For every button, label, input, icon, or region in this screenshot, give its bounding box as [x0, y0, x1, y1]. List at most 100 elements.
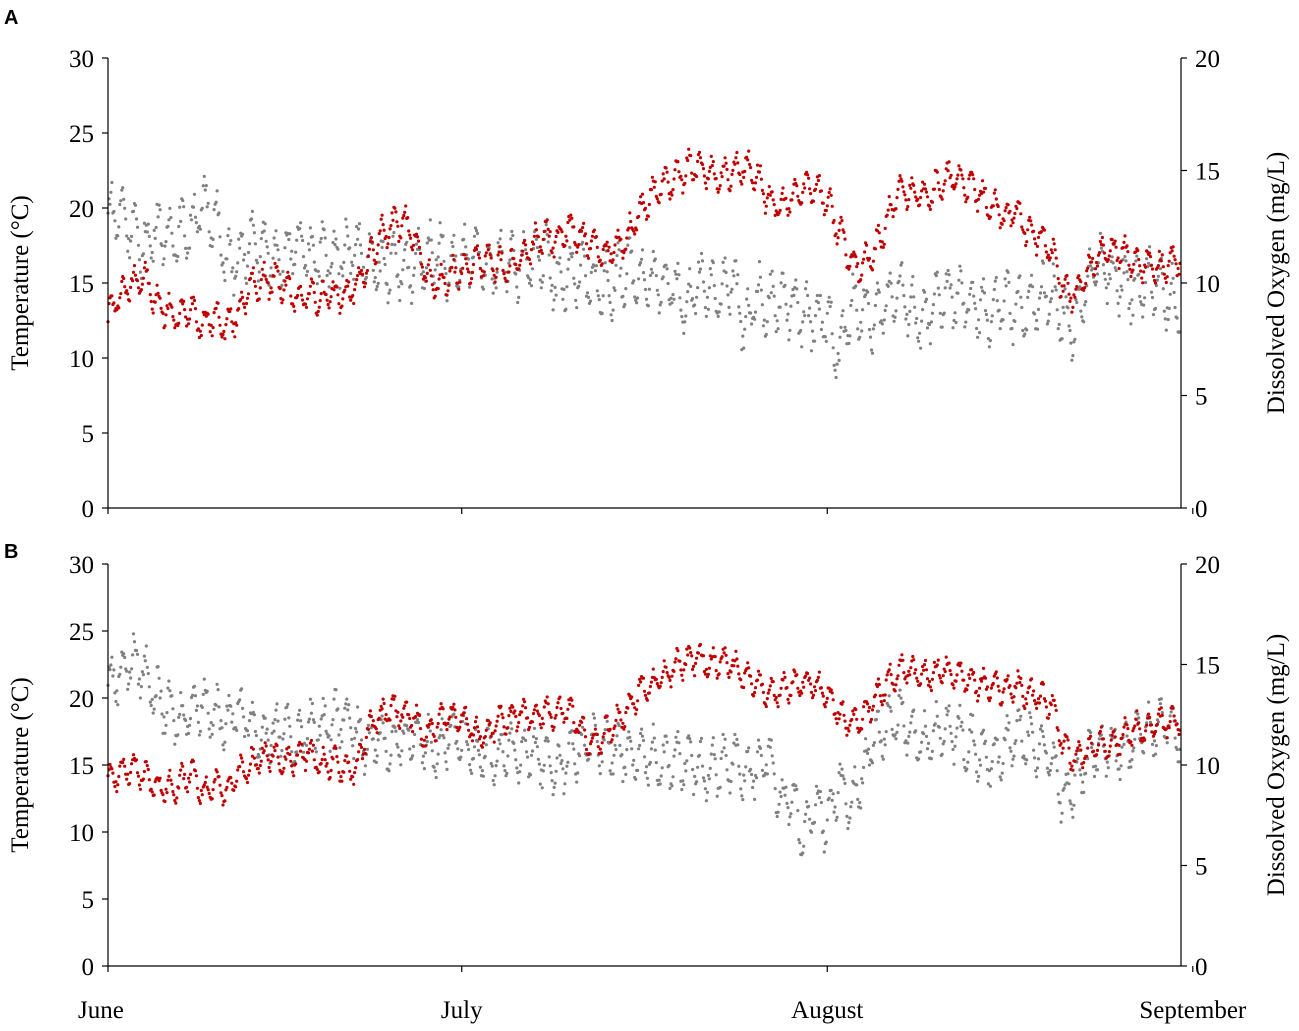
dissolved-oxygen-point: [540, 786, 544, 790]
dissolved-oxygen-point: [305, 269, 310, 273]
dissolved-oxygen-point: [1106, 282, 1110, 286]
dissolved-oxygen-point: [445, 299, 449, 303]
temperature-point: [913, 671, 917, 675]
dissolved-oxygen-point: [998, 775, 1002, 779]
dissolved-oxygen-point: [696, 286, 700, 290]
temperature-point: [146, 767, 150, 772]
dissolved-oxygen-point: [1019, 295, 1023, 299]
dissolved-oxygen-point: [398, 298, 402, 303]
dissolved-oxygen-point: [529, 753, 534, 757]
temperature-point: [414, 703, 419, 707]
right-tick-label: 10: [1195, 271, 1220, 298]
temperature-point: [260, 267, 264, 271]
dissolved-oxygen-point: [1128, 301, 1132, 306]
dissolved-oxygen-point: [191, 205, 196, 209]
temperature-point: [669, 685, 673, 689]
temperature-point: [865, 243, 869, 247]
dissolved-oxygen-point: [1016, 289, 1020, 294]
temperature-point: [552, 725, 556, 729]
dissolved-oxygen-point: [450, 240, 454, 244]
temperature-point: [181, 764, 185, 768]
dissolved-oxygen-point: [219, 253, 223, 257]
temperature-point: [283, 755, 287, 759]
temperature-point: [909, 186, 913, 190]
dissolved-oxygen-point: [1066, 772, 1070, 776]
dissolved-oxygen-point: [578, 754, 582, 758]
dissolved-oxygen-point: [1007, 280, 1011, 284]
temperature-point: [531, 711, 536, 716]
dissolved-oxygen-point: [1025, 758, 1029, 762]
temperature-point: [1121, 733, 1125, 737]
dissolved-oxygen-point: [494, 764, 498, 768]
temperature-point: [375, 731, 379, 735]
temperature-point: [522, 241, 526, 245]
dissolved-oxygen-point: [195, 704, 199, 708]
temperature-point: [403, 210, 407, 214]
dissolved-oxygen-point: [285, 705, 289, 709]
dissolved-oxygen-point: [266, 251, 270, 255]
dissolved-oxygen-point: [936, 286, 940, 290]
temperature-point: [1129, 740, 1133, 744]
dissolved-oxygen-point: [1144, 280, 1148, 285]
dissolved-oxygen-point: [460, 748, 464, 753]
temperature-point: [312, 290, 316, 295]
temperature-point: [203, 780, 207, 785]
temperature-point: [548, 712, 552, 717]
temperature-point: [248, 762, 253, 766]
dissolved-oxygen-point: [252, 231, 256, 235]
dissolved-oxygen-point: [170, 694, 174, 698]
temperature-point: [305, 297, 310, 301]
temperature-point: [307, 292, 311, 296]
dissolved-oxygen-point: [1127, 306, 1131, 311]
dissolved-oxygen-point: [387, 769, 391, 773]
dissolved-oxygen-point: [207, 230, 211, 234]
dissolved-oxygen-point: [572, 747, 576, 751]
dissolved-oxygen-point: [220, 726, 224, 730]
temperature-point: [550, 251, 554, 255]
dissolved-oxygen-point: [1145, 257, 1149, 261]
temperature-point: [1159, 706, 1163, 710]
dissolved-oxygen-point: [718, 785, 722, 789]
dissolved-oxygen-point: [358, 717, 363, 722]
dissolved-oxygen-point: [462, 237, 466, 241]
dissolved-oxygen-point: [528, 278, 533, 282]
dissolved-oxygen-point: [148, 244, 152, 248]
temperature-point: [177, 786, 181, 790]
dissolved-oxygen-point: [535, 745, 540, 749]
dissolved-oxygen-point: [610, 761, 614, 765]
dissolved-oxygen-point: [353, 253, 357, 257]
dissolved-oxygen-point: [510, 229, 514, 234]
temperature-point: [598, 258, 602, 262]
dissolved-oxygen-point: [496, 241, 500, 245]
dissolved-oxygen-point: [924, 734, 929, 739]
dissolved-oxygen-point: [221, 743, 225, 747]
dissolved-oxygen-point: [819, 327, 824, 332]
dissolved-oxygen-point: [1048, 300, 1052, 304]
dissolved-oxygen-point: [954, 735, 958, 739]
dissolved-oxygen-point: [121, 186, 125, 190]
dissolved-oxygen-point: [998, 327, 1002, 331]
dissolved-oxygen-point: [619, 266, 623, 270]
dissolved-oxygen-point: [1177, 760, 1181, 764]
temperature-point: [662, 659, 666, 663]
temperature-point: [178, 311, 182, 315]
temperature-point: [1025, 240, 1029, 244]
dissolved-oxygen-point: [269, 743, 273, 748]
temperature-point: [409, 236, 413, 240]
dissolved-oxygen-point: [850, 800, 854, 804]
temperature-point: [571, 704, 575, 708]
temperature-point: [447, 283, 451, 287]
dissolved-oxygen-point: [633, 295, 637, 299]
temperature-point: [220, 794, 224, 798]
dissolved-oxygen-point: [745, 297, 749, 301]
dissolved-oxygen-point: [920, 740, 924, 744]
dissolved-oxygen-point: [589, 270, 594, 274]
temperature-point: [353, 288, 357, 292]
dissolved-oxygen-point: [316, 269, 320, 273]
dissolved-oxygen-point: [294, 250, 298, 254]
dissolved-oxygen-point: [933, 722, 937, 726]
dissolved-oxygen-point: [771, 284, 775, 288]
dissolved-oxygen-point: [143, 659, 147, 663]
dissolved-oxygen-point: [769, 738, 773, 742]
dissolved-oxygen-point: [879, 319, 883, 323]
